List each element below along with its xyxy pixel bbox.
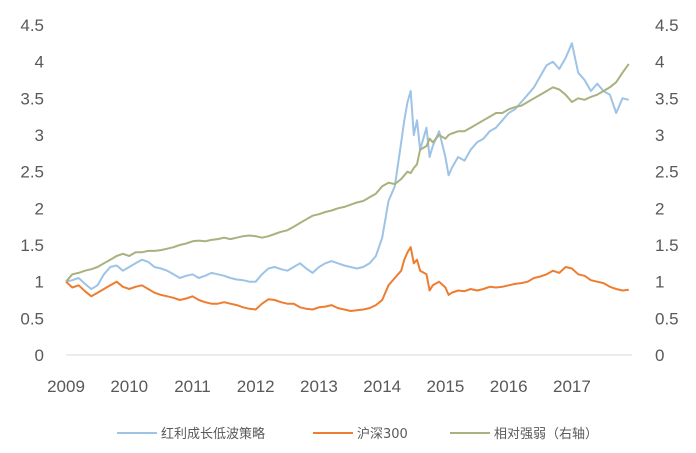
x-tick-label: 2014: [363, 377, 401, 396]
series-line-0: [65, 42, 630, 290]
y-right-tick-label: 1.5: [655, 236, 679, 255]
legend-label-0: 红利成长低波策略: [161, 426, 265, 442]
x-tick-label: 2017: [553, 377, 591, 396]
y-right-tick-label: 3.5: [655, 89, 679, 108]
series-lines: [65, 42, 630, 312]
y-right-tick-label: 4: [655, 53, 664, 72]
right-axis-ticks: 0 0.5 1 1.5 2 2.5 3 3.5 4 4.5: [655, 16, 679, 365]
y-right-tick-label: 0: [655, 346, 664, 365]
y-right-tick-label: 2: [655, 199, 664, 218]
y-left-tick-label: 1.5: [20, 236, 44, 255]
y-left-tick-label: 2: [35, 199, 44, 218]
x-tick-label: 2013: [300, 377, 338, 396]
x-tick-label: 2016: [490, 377, 528, 396]
legend: 红利成长低波策略 沪深300 相对强弱（右轴）: [117, 426, 598, 442]
y-left-tick-label: 3: [35, 126, 44, 145]
y-left-tick-label: 4: [35, 53, 44, 72]
y-left-tick-label: 3.5: [20, 89, 44, 108]
series-line-1: [65, 246, 629, 312]
legend-label-2: 相对强弱（右轴）: [494, 427, 598, 442]
y-right-tick-label: 0.5: [655, 309, 679, 328]
y-left-tick-label: 4.5: [20, 16, 44, 35]
x-tick-label: 2010: [110, 377, 148, 396]
y-left-tick-label: 0.5: [20, 309, 44, 328]
series-line-2: [65, 63, 630, 283]
x-tick-label: 2012: [237, 377, 275, 396]
y-right-tick-label: 1: [655, 273, 664, 292]
y-right-tick-label: 3: [655, 126, 664, 145]
y-left-tick-label: 1: [35, 273, 44, 292]
x-axis-ticks: 2009 2010 2011 2012 2013 2014 2015 2016 2017: [47, 377, 591, 396]
x-tick-label: 2015: [427, 377, 465, 396]
y-left-tick-label: 2.5: [20, 163, 44, 182]
legend-label-1: 沪深300: [357, 426, 408, 442]
x-tick-label: 2011: [174, 377, 211, 396]
y-left-tick-label: 0: [35, 346, 44, 365]
left-axis-ticks: 0 0.5 1 1.5 2 2.5 3 3.5 4 4.5: [20, 16, 44, 365]
y-right-tick-label: 4.5: [655, 16, 679, 35]
y-right-tick-label: 2.5: [655, 163, 679, 182]
x-tick-label: 2009: [47, 377, 85, 396]
